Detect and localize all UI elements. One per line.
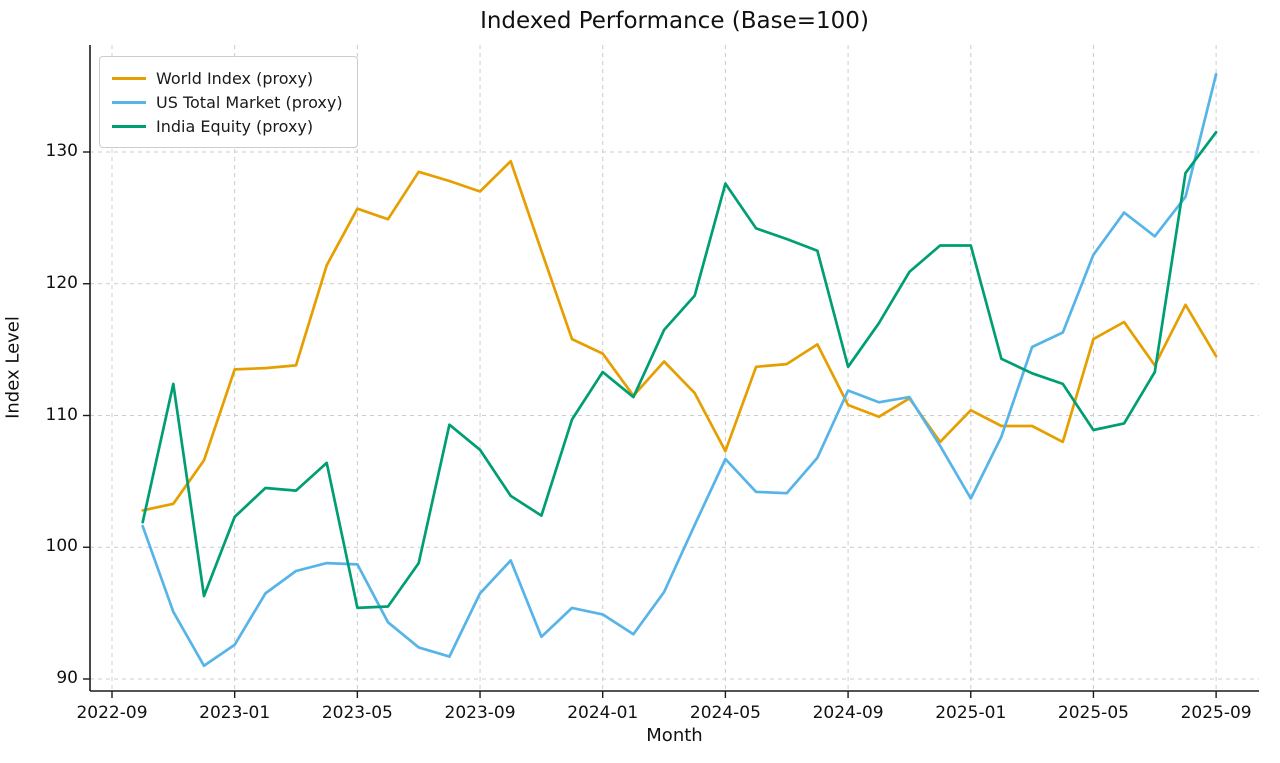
x-tick-label: 2023-09 bbox=[444, 703, 516, 723]
legend-entry: India Equity (proxy) bbox=[112, 114, 343, 138]
y-axis-label: Index Level bbox=[2, 316, 24, 419]
x-tick-label: 2025-05 bbox=[1057, 703, 1129, 723]
x-tick-label: 2024-09 bbox=[812, 703, 884, 723]
y-tick-label: 100 bbox=[45, 536, 78, 557]
y-tick-label: 110 bbox=[45, 404, 78, 425]
x-tick-label: 2023-01 bbox=[199, 703, 271, 723]
y-tick-label: 120 bbox=[45, 272, 78, 293]
series-line-world-index-proxy bbox=[141, 159, 1218, 512]
x-tick-label: 2025-09 bbox=[1180, 703, 1252, 723]
legend-line-swatch bbox=[112, 124, 146, 128]
legend-label: US Total Market (proxy) bbox=[156, 92, 343, 112]
x-tick-label: 2024-01 bbox=[567, 703, 639, 723]
x-tick-label: 2022-09 bbox=[76, 703, 148, 723]
y-tick-label: 90 bbox=[56, 668, 78, 688]
series-line-us-total-market-proxy bbox=[141, 72, 1218, 668]
x-axis-label: Month bbox=[646, 725, 703, 746]
x-tick-label: 2024-05 bbox=[689, 703, 761, 723]
legend-label: World Index (proxy) bbox=[156, 68, 314, 88]
legend-line-swatch bbox=[112, 76, 146, 80]
legend-entry: US Total Market (proxy) bbox=[112, 90, 343, 114]
y-tick-label: 130 bbox=[45, 141, 78, 161]
x-tick-label: 2025-01 bbox=[935, 703, 1007, 723]
legend: World Index (proxy) US Total Market (prox… bbox=[99, 56, 358, 148]
chart-title: Indexed Performance (Base=100) bbox=[480, 8, 869, 34]
legend-label: India Equity (proxy) bbox=[156, 116, 314, 136]
legend-entry: World Index (proxy) bbox=[112, 66, 343, 90]
series-line-india-equity-proxy bbox=[141, 130, 1218, 610]
x-tick-label: 2023-05 bbox=[321, 703, 393, 723]
legend-line-swatch bbox=[112, 100, 146, 104]
